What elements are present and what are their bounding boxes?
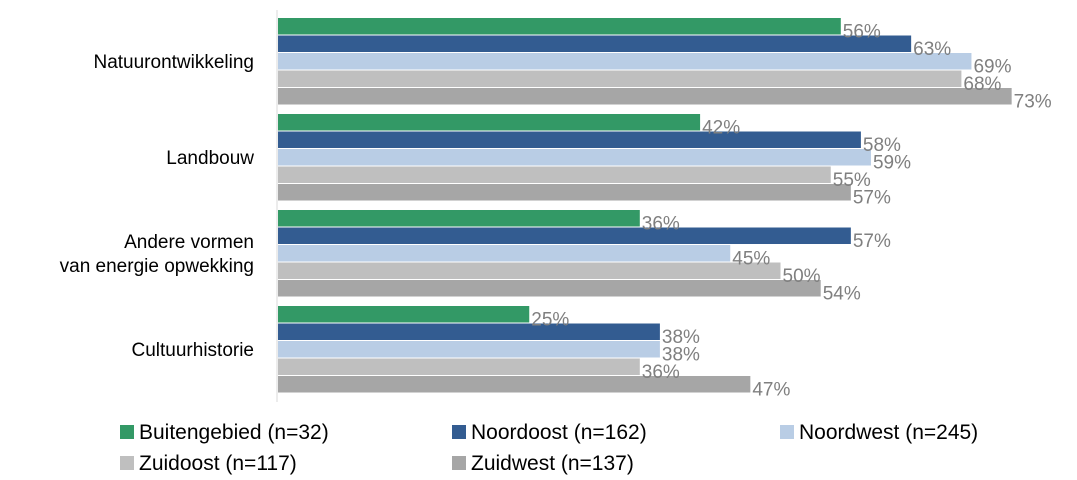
bar-4-5 (278, 376, 751, 393)
legend-label: Zuidwest (n=137) (471, 452, 634, 475)
bars-group (278, 18, 1012, 393)
value-label: 36% (642, 362, 680, 383)
bar-2-4 (278, 166, 831, 183)
value-label: 58% (863, 135, 901, 156)
category-label: Andere vormen van energie opwekking (60, 232, 254, 277)
bar-1-4 (278, 70, 962, 87)
bar-3-2 (278, 227, 851, 244)
value-labels-group: 56%63%69%68%73%42%58%59%55%57%36%57%45%5… (531, 22, 1052, 401)
bar-2-5 (278, 184, 851, 201)
value-label: 38% (662, 327, 700, 348)
bar-2-1 (278, 114, 701, 131)
value-label: 54% (823, 284, 861, 305)
value-label: 63% (913, 39, 951, 60)
bar-4-4 (278, 358, 640, 375)
category-label: Landbouw (166, 148, 254, 169)
category-labels-group: Natuurontwikkeling Landbouw Andere vormen v… (60, 52, 255, 361)
legend-label: Buitengebied (n=32) (139, 421, 329, 444)
bar-4-3 (278, 341, 660, 358)
legend-label: Noordoost (n=162) (471, 421, 647, 444)
value-label: 50% (783, 266, 821, 287)
value-label: 59% (873, 153, 911, 174)
value-label: 69% (973, 57, 1011, 78)
value-label: 57% (853, 231, 891, 252)
value-label: 68% (963, 74, 1001, 95)
value-label: 45% (732, 249, 770, 270)
bar-4-2 (278, 323, 660, 340)
value-label: 25% (531, 310, 569, 331)
bar-3-4 (278, 262, 781, 279)
category-label: Cultuurhistorie (132, 340, 255, 361)
value-label: 56% (843, 22, 881, 43)
bar-2-2 (278, 131, 861, 148)
value-label: 47% (752, 380, 790, 401)
value-label: 38% (662, 345, 700, 366)
value-label: 57% (853, 188, 891, 209)
bar-1-5 (278, 88, 1012, 105)
bar-1-1 (278, 18, 841, 35)
legend-swatch (452, 456, 466, 470)
bar-4-1 (278, 306, 530, 323)
legend-label: Noordwest (n=245) (799, 421, 978, 444)
bar-2-3 (278, 149, 871, 166)
value-label: 55% (833, 170, 871, 191)
value-label: 42% (702, 118, 740, 139)
bar-1-3 (278, 53, 972, 70)
bar-3-3 (278, 245, 731, 262)
category-label: Natuurontwikkeling (93, 52, 254, 73)
legend: Buitengebied (n=32) Noordoost (n=162) Noor… (120, 421, 978, 475)
bar-3-5 (278, 280, 821, 297)
legend-swatch (120, 456, 134, 470)
value-label: 36% (642, 214, 680, 235)
legend-swatch (452, 425, 466, 439)
value-label: 73% (1014, 92, 1052, 113)
legend-swatch (780, 425, 794, 439)
legend-swatch (120, 425, 134, 439)
legend-label: Zuidoost (n=117) (139, 452, 297, 475)
bar-3-1 (278, 210, 640, 227)
bar-1-2 (278, 35, 912, 52)
